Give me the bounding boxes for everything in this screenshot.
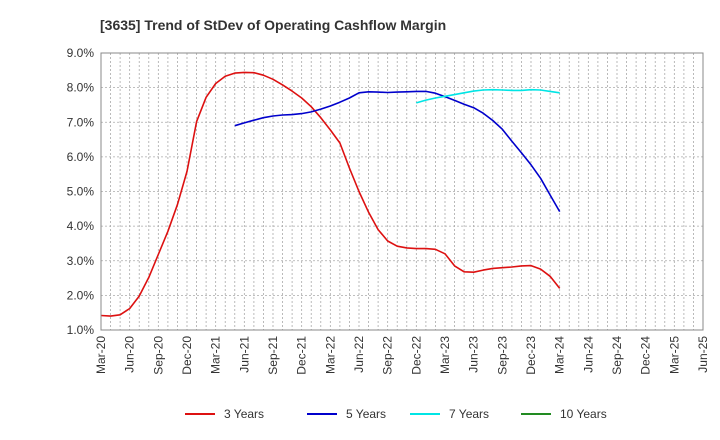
- x-tick-label: Sep-21: [266, 336, 280, 375]
- series-line-7-years: [416, 88, 560, 104]
- series-line-3-years: [100, 71, 561, 317]
- legend: 3 Years 5 Years 7 Years 10 Years: [185, 407, 607, 421]
- x-tick-label: Dec-23: [524, 336, 538, 375]
- x-tick-label: Jun-21: [237, 336, 251, 373]
- y-tick-label: 5.0%: [67, 185, 95, 199]
- x-tick-label: Sep-24: [610, 336, 624, 375]
- legend-label-7-years: 7 Years: [449, 407, 489, 421]
- x-tick-label: Jun-23: [467, 336, 481, 373]
- legend-label-10-years: 10 Years: [560, 407, 607, 421]
- y-tick-label: 3.0%: [67, 254, 95, 268]
- x-tick-label: Mar-23: [438, 336, 452, 374]
- x-tick-label: Mar-25: [667, 336, 681, 374]
- y-tick-label: 2.0%: [67, 288, 95, 302]
- x-tick-label: Dec-21: [295, 336, 309, 375]
- x-tick-label: Mar-21: [209, 336, 223, 374]
- x-tick-label: Sep-20: [151, 336, 165, 375]
- x-tick-label: Dec-20: [180, 336, 194, 375]
- chart-title: [3635] Trend of StDev of Operating Cashf…: [100, 17, 446, 33]
- x-tick-label: Jun-20: [123, 336, 137, 373]
- x-tick-label: Sep-23: [495, 336, 509, 375]
- x-tick-label: Mar-24: [553, 336, 567, 374]
- x-tick-label: Mar-22: [323, 336, 337, 374]
- series-lines: [100, 71, 561, 317]
- grid: [100, 52, 704, 331]
- y-axis-ticks: 9.0% 8.0% 7.0% 6.0% 5.0% 4.0% 3.0% 2.0% 1.0%: [67, 46, 95, 337]
- legend-label-3-years: 3 Years: [224, 407, 264, 421]
- y-tick-label: 1.0%: [67, 323, 95, 337]
- x-tick-label: Dec-22: [409, 336, 423, 375]
- x-tick-label: Dec-24: [639, 336, 653, 375]
- y-tick-label: 9.0%: [67, 46, 95, 60]
- x-tick-label: Jun-24: [581, 336, 595, 373]
- x-tick-label: Jun-22: [352, 336, 366, 373]
- y-tick-label: 7.0%: [67, 115, 95, 129]
- x-tick-label: Mar-20: [94, 336, 108, 374]
- y-tick-label: 4.0%: [67, 219, 95, 233]
- x-tick-label: Sep-22: [381, 336, 395, 375]
- plot-frame: [100, 52, 704, 331]
- y-tick-label: 6.0%: [67, 150, 95, 164]
- x-axis-ticks: Mar-20 Jun-20 Sep-20 Dec-20 Mar-21 Jun-21 Sep-…: [94, 336, 710, 375]
- x-tick-label: Jun-25: [696, 336, 710, 373]
- legend-label-5-years: 5 Years: [346, 407, 386, 421]
- y-tick-label: 8.0%: [67, 81, 95, 95]
- series-line-5-years: [234, 90, 561, 213]
